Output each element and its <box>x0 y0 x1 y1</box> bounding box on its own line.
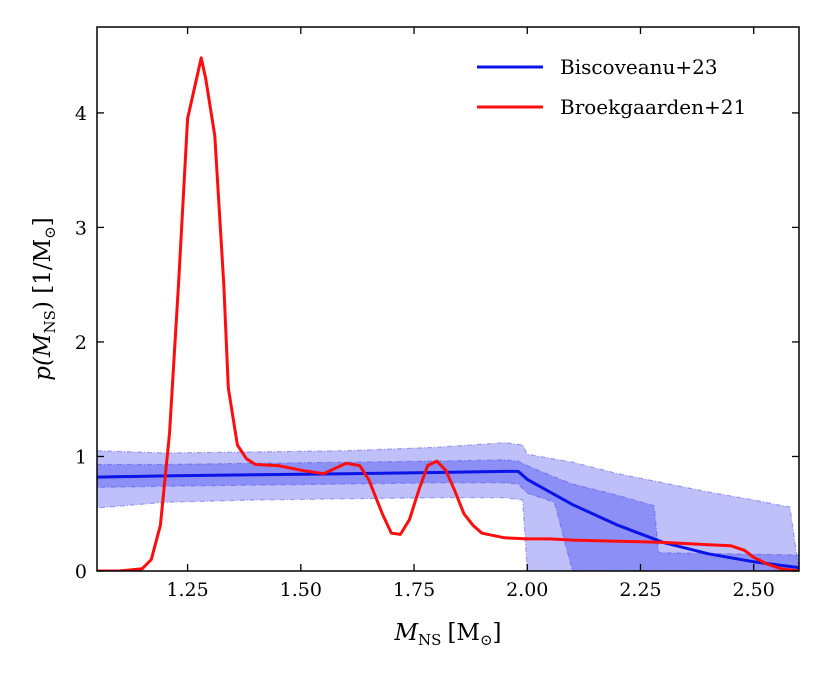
legend-label-broekgaarden: Broekgaarden+21 <box>560 95 746 119</box>
x-tick-label: 1.50 <box>280 579 322 601</box>
legend-label-biscoveanu: Biscoveanu+23 <box>560 55 718 79</box>
y-tick-label: 0 <box>75 561 87 583</box>
x-axis-label: MNS [M⊙] <box>393 620 501 649</box>
x-tick-label: 1.75 <box>393 579 435 601</box>
x-tick-label: 2.25 <box>619 579 661 601</box>
series-line-biscoveanu <box>97 469 799 570</box>
y-tick-label: 2 <box>75 332 87 354</box>
x-tick-label: 1.25 <box>166 579 208 601</box>
x-tick-label: 2.50 <box>733 579 775 601</box>
legend: Biscoveanu+23 Broekgaarden+21 <box>477 55 746 119</box>
y-tick-label: 3 <box>75 217 87 239</box>
plot-frame <box>96 26 800 572</box>
y-tick-label: 4 <box>75 103 87 125</box>
y-tick-label: 1 <box>75 446 87 468</box>
band-50-biscoveanu <box>97 459 799 571</box>
y-axis-label: p(MNS) [1/M⊙] <box>30 217 59 380</box>
x-tick-label: 2.00 <box>506 579 548 601</box>
series-line-broekgaarden <box>97 56 799 571</box>
